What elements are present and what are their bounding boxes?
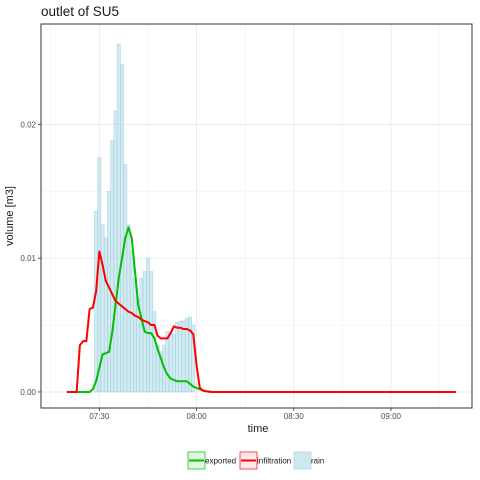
x-tick-label: 09:00 [381, 412, 402, 421]
y-tick-label: 0.00 [20, 388, 36, 397]
rain-bar [133, 277, 137, 393]
legend-label: exported [205, 457, 236, 466]
rain-bar [110, 140, 115, 393]
y-tick-label: 0.01 [20, 254, 36, 263]
legend-label: rain [311, 457, 324, 466]
rain-bar [129, 251, 134, 393]
y-axis-title: volume [m3] [4, 186, 16, 246]
x-tick-label: 08:00 [187, 412, 208, 421]
rain-bar [126, 224, 131, 393]
legend-key-rain: rain [293, 451, 324, 470]
rain-bar [146, 257, 150, 393]
x-tick-label: 07:30 [89, 412, 110, 421]
plot-border [40, 23, 473, 409]
chart-title: outlet of SU5 [41, 4, 119, 19]
series-lines [66, 226, 456, 393]
rain-bar [116, 43, 121, 393]
legend: exported infiltration rain [187, 451, 324, 470]
y-tick-label: 0.02 [20, 120, 36, 129]
rain-bars [94, 43, 196, 393]
rain-bar [120, 63, 124, 393]
legend-swatch [293, 451, 312, 470]
legend-label: infiltration [257, 457, 291, 466]
rain-bar [139, 277, 144, 393]
rain-bar [165, 331, 170, 393]
rain-bar [149, 271, 154, 393]
rain-bar [100, 224, 105, 393]
x-axis: 07:30 08:00 08:30 09:00 [89, 408, 402, 421]
infiltration-line [66, 250, 456, 393]
x-tick-label: 08:30 [284, 412, 305, 421]
legend-key-infiltration: infiltration [239, 451, 291, 470]
rain-bar [152, 311, 157, 393]
y-axis: 0.00 0.01 0.02 [20, 120, 41, 397]
x-axis-title: time [248, 423, 269, 435]
rain-bar [168, 331, 173, 393]
rain-bar [113, 110, 118, 393]
rain-bar [188, 316, 192, 393]
rain-bar [171, 334, 176, 393]
rain-bar [123, 164, 128, 393]
legend-key-exported: exported [187, 451, 236, 470]
rain-bar [103, 237, 108, 393]
